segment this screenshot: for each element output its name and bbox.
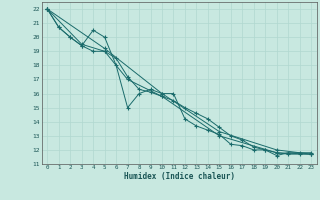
X-axis label: Humidex (Indice chaleur): Humidex (Indice chaleur): [124, 172, 235, 181]
